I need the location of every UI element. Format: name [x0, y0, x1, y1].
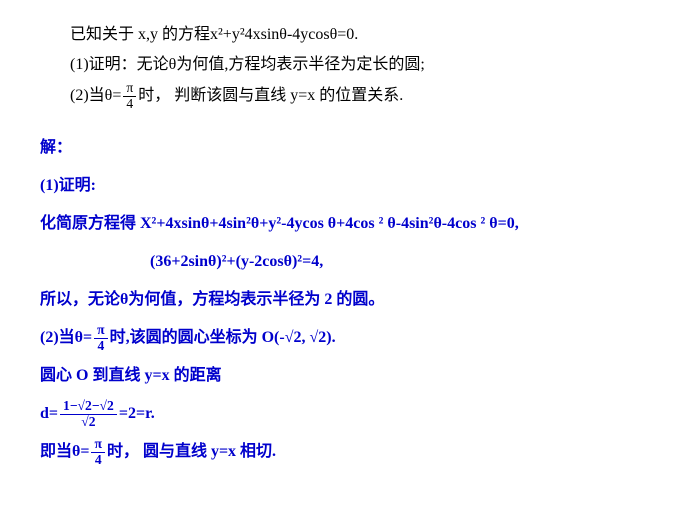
frac-num: π: [123, 81, 136, 97]
pi-over-4: π4: [91, 437, 104, 468]
solution-head: 解：: [40, 132, 660, 164]
q2-post: 时， 判断该圆与直线 y=x 的位置关系.: [138, 87, 403, 104]
part2-line1: (2)当θ=π4时,该圆的圆心坐标为 O(-√2, √2).: [40, 322, 660, 354]
proof1-line3: 所以，无论θ为何值，方程均表示半径为 2 的圆。: [40, 284, 660, 316]
frac-den: √2: [60, 415, 117, 430]
p2-pre: (2)当θ=: [40, 329, 92, 346]
solution-block: 解： (1)证明: 化简原方程得 X²+4xsinθ+4sin²θ+y²-4yc…: [40, 132, 660, 468]
frac-num: π: [91, 437, 104, 453]
proof1-line2: (36+2sinθ)²+(y-2cosθ)²=4,: [150, 246, 660, 278]
problem-block: 已知关于 x,y 的方程x²+y²4xsinθ-4ycosθ=0. (1)证明：…: [70, 20, 660, 112]
frac-den: 4: [94, 339, 107, 354]
part2-line2: 圆心 O 到直线 y=x 的距离: [40, 360, 660, 392]
part2-conclusion: 即当θ=π4时， 圆与直线 y=x 相切.: [40, 436, 660, 468]
frac-num: 1−√2−√2: [60, 399, 117, 415]
p5-pre: 即当θ=: [40, 443, 89, 460]
proof1-title: (1)证明:: [40, 170, 660, 202]
distance-frac: 1−√2−√2√2: [60, 399, 117, 430]
pi-over-4: π4: [94, 323, 107, 354]
frac-den: 4: [91, 453, 104, 468]
d-post: =2=r.: [119, 405, 155, 422]
q2-pre: (2)当θ=: [70, 87, 121, 104]
proof1-line1: 化简原方程得 X²+4xsinθ+4sin²θ+y²-4ycos θ+4cos …: [40, 208, 660, 240]
problem-given: 已知关于 x,y 的方程x²+y²4xsinθ-4ycosθ=0.: [70, 20, 660, 50]
frac-den: 4: [123, 97, 136, 112]
problem-q1: (1)证明：无论θ为何值,方程均表示半径为定长的圆;: [70, 50, 660, 80]
p5-post: 时， 圆与直线 y=x 相切.: [107, 443, 276, 460]
part2-distance: d=1−√2−√2√2=2=r.: [40, 398, 660, 430]
frac-num: π: [94, 323, 107, 339]
d-pre: d=: [40, 405, 58, 422]
pi-over-4: π4: [123, 81, 136, 112]
problem-q2: (2)当θ=π4时， 判断该圆与直线 y=x 的位置关系.: [70, 81, 660, 112]
p2-post: 时,该圆的圆心坐标为 O(-√2, √2).: [110, 329, 336, 346]
